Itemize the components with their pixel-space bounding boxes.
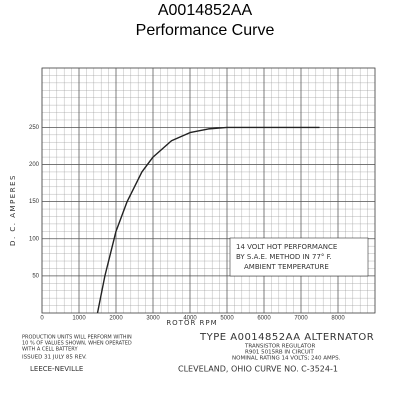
y-tick-label: 100 — [29, 236, 40, 242]
annotation: 14 VOLT HOT PERFORMANCE — [236, 243, 337, 251]
y-tick-label: 200 — [29, 162, 40, 168]
footer-rating: NOMINAL RATING 14 VOLTS; 240 AMPS. — [232, 356, 341, 362]
x-tick-label: 8000 — [331, 316, 345, 322]
annotation: AMBIENT TEMPERATURE — [244, 263, 329, 271]
footer-note: 10 % OF VALUES SHOWN, WHEN OPERATED — [22, 341, 132, 347]
y-axis-label: D. C. AMPERES — [9, 174, 17, 246]
x-tick-label: 1000 — [72, 316, 86, 322]
footer-note: WITH A CELL BATTERY — [22, 347, 78, 353]
footer-regulator: TRANSISTOR REGULATOR — [244, 344, 315, 350]
curve — [96, 126, 320, 314]
x-tick-label: 2000 — [109, 316, 123, 322]
x-tick-label: 5000 — [220, 316, 234, 322]
y-tick-label: 50 — [32, 273, 39, 279]
x-tick-label: 0 — [40, 316, 44, 322]
footer-issued: ISSUED 31 JULY 85 REV. — [22, 355, 87, 361]
footer-circuit: R901 5015RB IN CIRCUIT — [245, 350, 314, 356]
x-tick-label: 4000 — [183, 316, 197, 322]
annotation: BY S.A.E. METHOD IN 77° F. — [236, 253, 332, 261]
x-tick-label: 6000 — [257, 316, 271, 322]
footer-maker: LEECE-NEVILLE — [30, 365, 83, 373]
x-tick-label: 7000 — [294, 316, 308, 322]
footer-curve: CLEVELAND, OHIO CURVE NO. C-3524-1 — [178, 365, 338, 374]
y-tick-label: 250 — [29, 125, 40, 131]
annotation-box — [229, 237, 369, 277]
x-tick-label: 3000 — [146, 316, 160, 322]
y-tick-label: 150 — [29, 199, 40, 205]
x-axis-label: ROTOR RPM — [166, 319, 217, 327]
chart-title: A0014852AA — [158, 2, 253, 19]
footer-type: TYPE A0014852AA ALTERNATOR — [199, 332, 374, 343]
chart-subtitle: Performance Curve — [136, 22, 275, 39]
footer-note: PRODUCTION UNITS WILL PERFORM WITHIN — [22, 335, 132, 341]
